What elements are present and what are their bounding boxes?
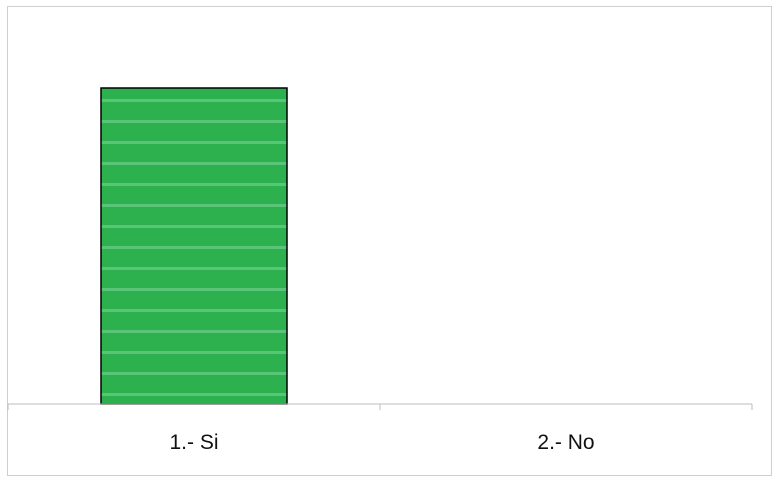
bar-1 — [100, 87, 288, 405]
x-tick-label: 2.- No — [537, 431, 594, 454]
x-axis-ticks — [7, 404, 753, 410]
bars-layer — [100, 87, 288, 405]
x-axis-labels: 1.- Si 2.- No — [169, 431, 594, 454]
x-tick-label: 1.- Si — [169, 431, 218, 454]
